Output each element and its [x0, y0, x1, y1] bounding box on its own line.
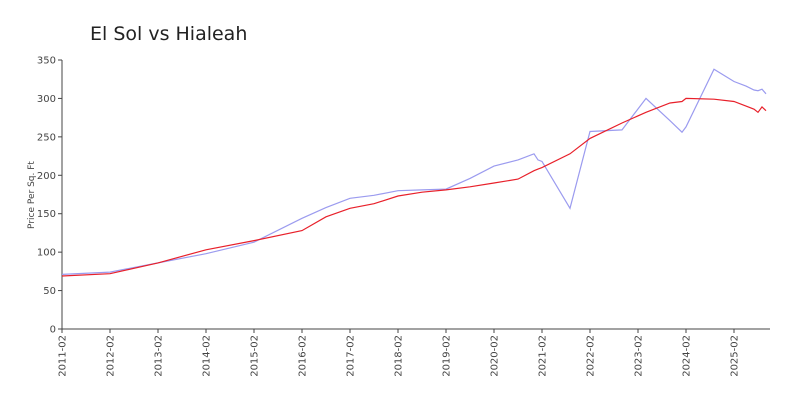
x-tick-label: 2011-02: [58, 335, 69, 377]
x-tick-label: 2021-02: [538, 335, 549, 377]
data-line: [61, 68, 767, 275]
x-tick-label: 2012-02: [106, 335, 117, 377]
x-tick-label: 2019-02: [442, 335, 453, 377]
y-tick-label: 350: [37, 56, 56, 67]
y-tick-label: 50: [43, 286, 56, 297]
y-tick-label: 250: [37, 132, 56, 143]
x-tick-label: 2022-02: [586, 335, 597, 377]
x-tick-label: 2020-02: [490, 335, 501, 377]
x-tick-label: 2014-02: [202, 335, 213, 377]
x-tick-label: 2025-02: [730, 335, 741, 377]
y-tick-label: 0: [50, 325, 56, 336]
x-tick-label: 2024-02: [682, 335, 693, 377]
y-tick-label: 200: [37, 171, 56, 182]
y-tick-label: 150: [37, 209, 56, 220]
y-tick-label: 100: [37, 248, 56, 259]
x-tick-label: 2017-02: [346, 335, 357, 377]
x-tick-label: 2013-02: [154, 335, 165, 377]
x-tick-label: 2016-02: [298, 335, 309, 377]
x-tick-label: 2015-02: [250, 335, 261, 377]
chart-title: El Sol vs Hialeah: [90, 23, 247, 45]
x-tick-label: 2023-02: [634, 335, 645, 377]
y-tick-label: 300: [37, 94, 56, 105]
data-line: [61, 97, 767, 277]
x-tick-label: 2018-02: [394, 335, 405, 377]
y-axis-label: Price Per Sq. Ft: [27, 161, 37, 229]
